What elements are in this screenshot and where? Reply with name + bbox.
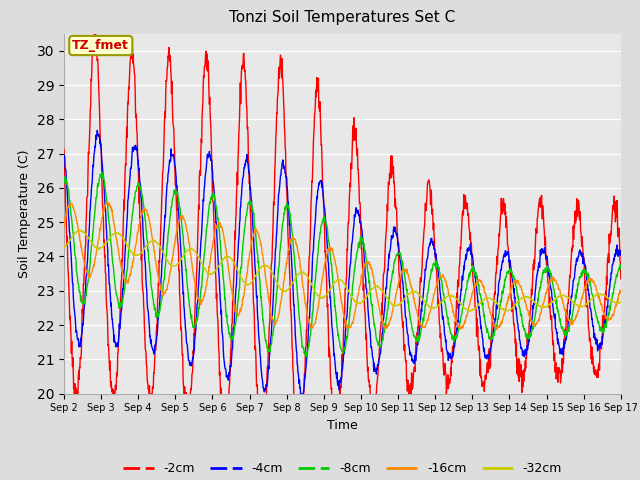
X-axis label: Time: Time [327,419,358,432]
Legend: -2cm, -4cm, -8cm, -16cm, -32cm: -2cm, -4cm, -8cm, -16cm, -32cm [118,457,567,480]
Title: Tonzi Soil Temperatures Set C: Tonzi Soil Temperatures Set C [229,11,456,25]
Y-axis label: Soil Temperature (C): Soil Temperature (C) [18,149,31,278]
Text: TZ_fmet: TZ_fmet [72,39,129,52]
